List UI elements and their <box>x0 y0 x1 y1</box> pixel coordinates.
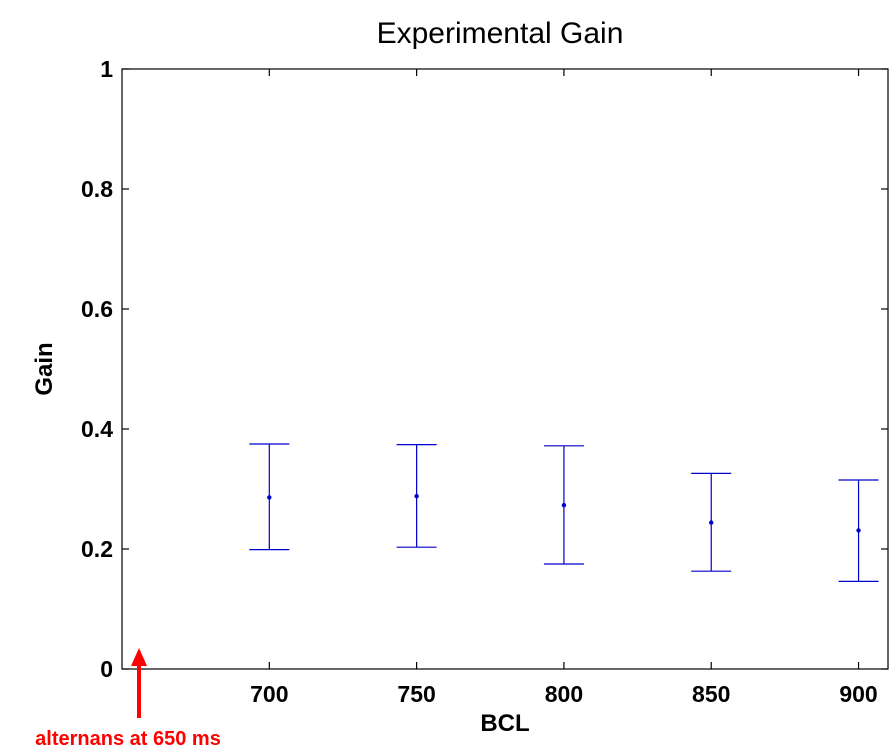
x-tick-label: 800 <box>545 681 583 707</box>
y-tick-label: 0.4 <box>81 416 113 442</box>
error-bar-series <box>249 443 879 583</box>
chart-title: Experimental Gain <box>377 17 624 50</box>
y-tick-label: 0.8 <box>81 176 113 202</box>
x-axis-label: BCL <box>480 710 529 737</box>
y-tick-label: 1 <box>100 56 113 82</box>
annotation-arrow-head <box>131 648 147 666</box>
y-tick-label: 0.6 <box>81 296 113 322</box>
data-point <box>856 528 861 533</box>
y-tick-label: 0 <box>100 656 113 682</box>
data-point <box>709 520 714 525</box>
data-point <box>267 495 272 500</box>
data-point <box>414 494 419 499</box>
x-tick-label: 750 <box>397 681 435 707</box>
axis-ticks: 700 750 800 850 900 0 0.2 0.4 0.6 0.8 1 <box>81 56 888 707</box>
x-tick-label: 900 <box>839 681 877 707</box>
x-tick-label: 850 <box>692 681 730 707</box>
x-tick-label: 700 <box>250 681 288 707</box>
y-axis-label: Gain <box>31 342 58 395</box>
plot-area <box>121 68 889 670</box>
y-tick-label: 0.2 <box>81 536 113 562</box>
annotation-text: alternans at 650 ms <box>35 728 221 750</box>
alternans-annotation: alternans at 650 ms <box>35 648 221 750</box>
data-point <box>561 503 567 508</box>
